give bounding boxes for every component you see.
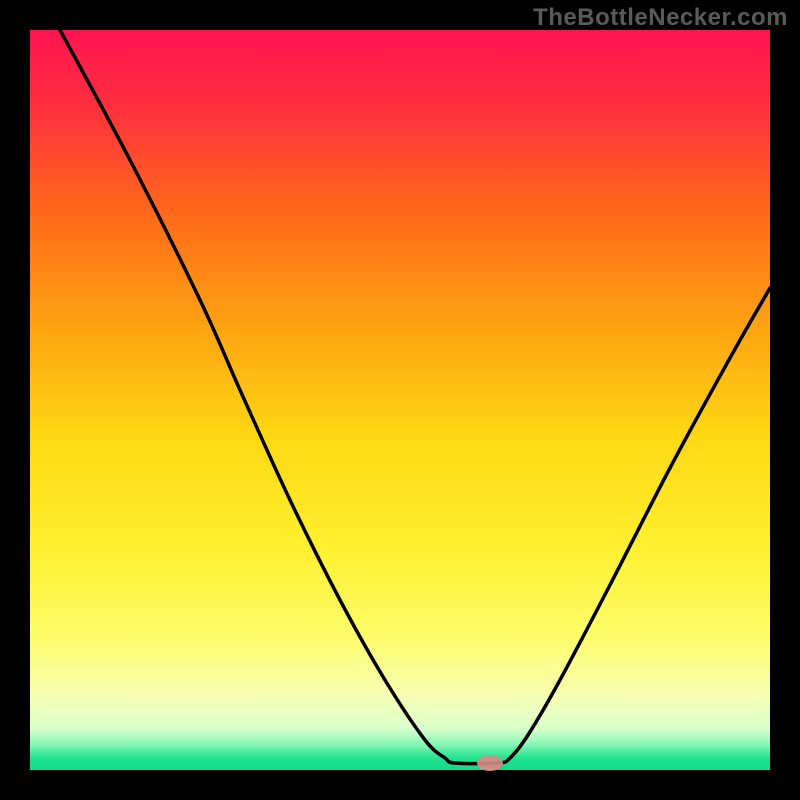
watermark-text: TheBottleNecker.com: [533, 4, 788, 32]
gradient-background: [30, 30, 770, 770]
chart-frame: [0, 0, 800, 800]
bottleneck-chart: [0, 0, 800, 800]
optimal-point-marker: [477, 755, 503, 771]
